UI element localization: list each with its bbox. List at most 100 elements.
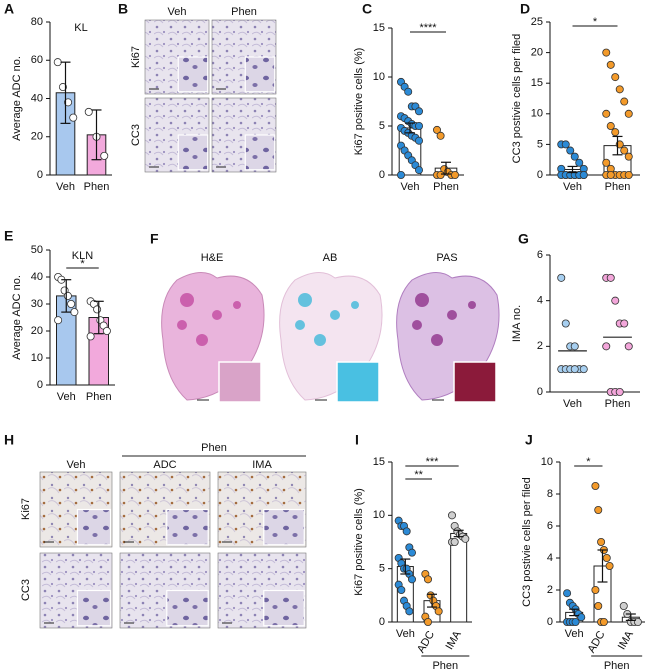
data-point bbox=[606, 170, 615, 179]
data-point bbox=[563, 589, 572, 598]
data-point bbox=[611, 128, 620, 137]
lesion bbox=[180, 293, 194, 307]
data-point bbox=[561, 319, 570, 328]
x-tick-label: Phen bbox=[86, 391, 112, 403]
y-tick-label: 6 bbox=[537, 249, 543, 261]
y-tick-label: 10 bbox=[373, 509, 385, 521]
group-header: Phen bbox=[201, 442, 227, 454]
y-tick-label: 0 bbox=[37, 379, 43, 391]
data-point bbox=[633, 618, 642, 627]
micrograph-inset bbox=[244, 56, 276, 93]
micrograph-inset bbox=[177, 56, 209, 93]
y-tick-label: 4 bbox=[537, 295, 543, 307]
data-point bbox=[54, 316, 63, 325]
lesion bbox=[212, 310, 222, 320]
lesion bbox=[412, 320, 422, 330]
data-point bbox=[100, 151, 109, 160]
lesion bbox=[330, 310, 340, 320]
panel-letter: C bbox=[362, 1, 372, 17]
lung-inset bbox=[336, 361, 380, 403]
data-point bbox=[423, 575, 432, 584]
data-point bbox=[594, 505, 603, 514]
column-label: H&E bbox=[201, 252, 224, 264]
x-tick-label: Veh bbox=[401, 181, 420, 193]
data-point bbox=[570, 365, 579, 374]
y-tick-label: 10 bbox=[373, 71, 385, 83]
column-label: AB bbox=[323, 252, 338, 264]
y-axis-label: Ki67 positive cells (%) bbox=[353, 488, 365, 596]
y-tick-label: 0 bbox=[547, 616, 553, 628]
y-tick-label: 10 bbox=[531, 108, 543, 120]
panel-letter: J bbox=[525, 432, 533, 448]
data-point bbox=[591, 586, 600, 595]
x-tick-label: Veh bbox=[565, 628, 584, 640]
micrograph-inset bbox=[177, 134, 209, 171]
y-tick-label: 30 bbox=[31, 298, 43, 310]
row-label: Ki67 bbox=[130, 46, 142, 68]
significance-label: ** bbox=[414, 469, 423, 481]
micrograph-inset bbox=[76, 589, 112, 627]
y-axis-label: Average ADC no. bbox=[11, 56, 23, 141]
data-point bbox=[579, 170, 588, 179]
panel-letter: F bbox=[150, 231, 159, 247]
data-point bbox=[605, 562, 614, 571]
data-point bbox=[620, 97, 629, 106]
x-tick-label: Veh bbox=[396, 628, 415, 640]
data-point bbox=[69, 113, 78, 122]
x-tick-label: Phen bbox=[605, 181, 631, 193]
data-point bbox=[615, 85, 624, 94]
data-point bbox=[561, 140, 570, 149]
column-label: ADC bbox=[153, 459, 176, 471]
data-point bbox=[450, 538, 459, 547]
y-tick-label: 0 bbox=[537, 169, 543, 181]
panel-letter: H bbox=[4, 432, 14, 448]
data-point bbox=[620, 319, 629, 328]
chart-title: KLN bbox=[72, 250, 93, 262]
data-point bbox=[615, 387, 624, 396]
data-point bbox=[606, 60, 615, 69]
data-point bbox=[591, 481, 600, 490]
data-point bbox=[404, 87, 413, 96]
data-point bbox=[423, 618, 432, 627]
data-point bbox=[432, 125, 441, 134]
data-point bbox=[63, 291, 72, 300]
lesion bbox=[468, 301, 476, 309]
y-tick-label: 40 bbox=[31, 92, 43, 104]
lesion bbox=[415, 293, 429, 307]
data-point bbox=[599, 618, 608, 627]
data-point bbox=[396, 170, 405, 179]
data-point bbox=[597, 538, 606, 547]
y-axis-label: IMA no. bbox=[511, 305, 523, 342]
y-tick-label: 50 bbox=[31, 244, 43, 256]
data-point bbox=[93, 305, 102, 314]
data-point bbox=[407, 548, 416, 557]
panel-letter: I bbox=[355, 432, 359, 448]
y-axis-label: Ki67 positive cells (%) bbox=[353, 48, 365, 156]
data-point bbox=[70, 308, 79, 317]
data-point bbox=[602, 554, 611, 563]
data-point bbox=[414, 136, 423, 145]
data-point bbox=[566, 146, 575, 155]
data-point bbox=[407, 575, 416, 584]
data-point bbox=[434, 607, 443, 616]
lesion bbox=[233, 301, 241, 309]
data-point bbox=[397, 586, 406, 595]
y-tick-label: 80 bbox=[31, 16, 43, 28]
y-tick-label: 4 bbox=[547, 552, 553, 564]
data-point bbox=[571, 618, 580, 627]
y-tick-label: 20 bbox=[31, 131, 43, 143]
x-tick-label: Veh bbox=[563, 398, 582, 410]
lesion bbox=[196, 334, 208, 346]
row-label: CC3 bbox=[20, 579, 32, 601]
x-tick-label: Veh bbox=[563, 181, 582, 193]
y-tick-label: 2 bbox=[547, 584, 553, 596]
data-point bbox=[619, 602, 628, 611]
data-point bbox=[64, 98, 73, 107]
micrograph-inset bbox=[166, 508, 209, 546]
data-point bbox=[624, 109, 633, 118]
data-point bbox=[606, 122, 615, 131]
data-point bbox=[102, 326, 111, 335]
y-tick-label: 15 bbox=[373, 22, 385, 34]
y-tick-label: 25 bbox=[531, 16, 543, 28]
